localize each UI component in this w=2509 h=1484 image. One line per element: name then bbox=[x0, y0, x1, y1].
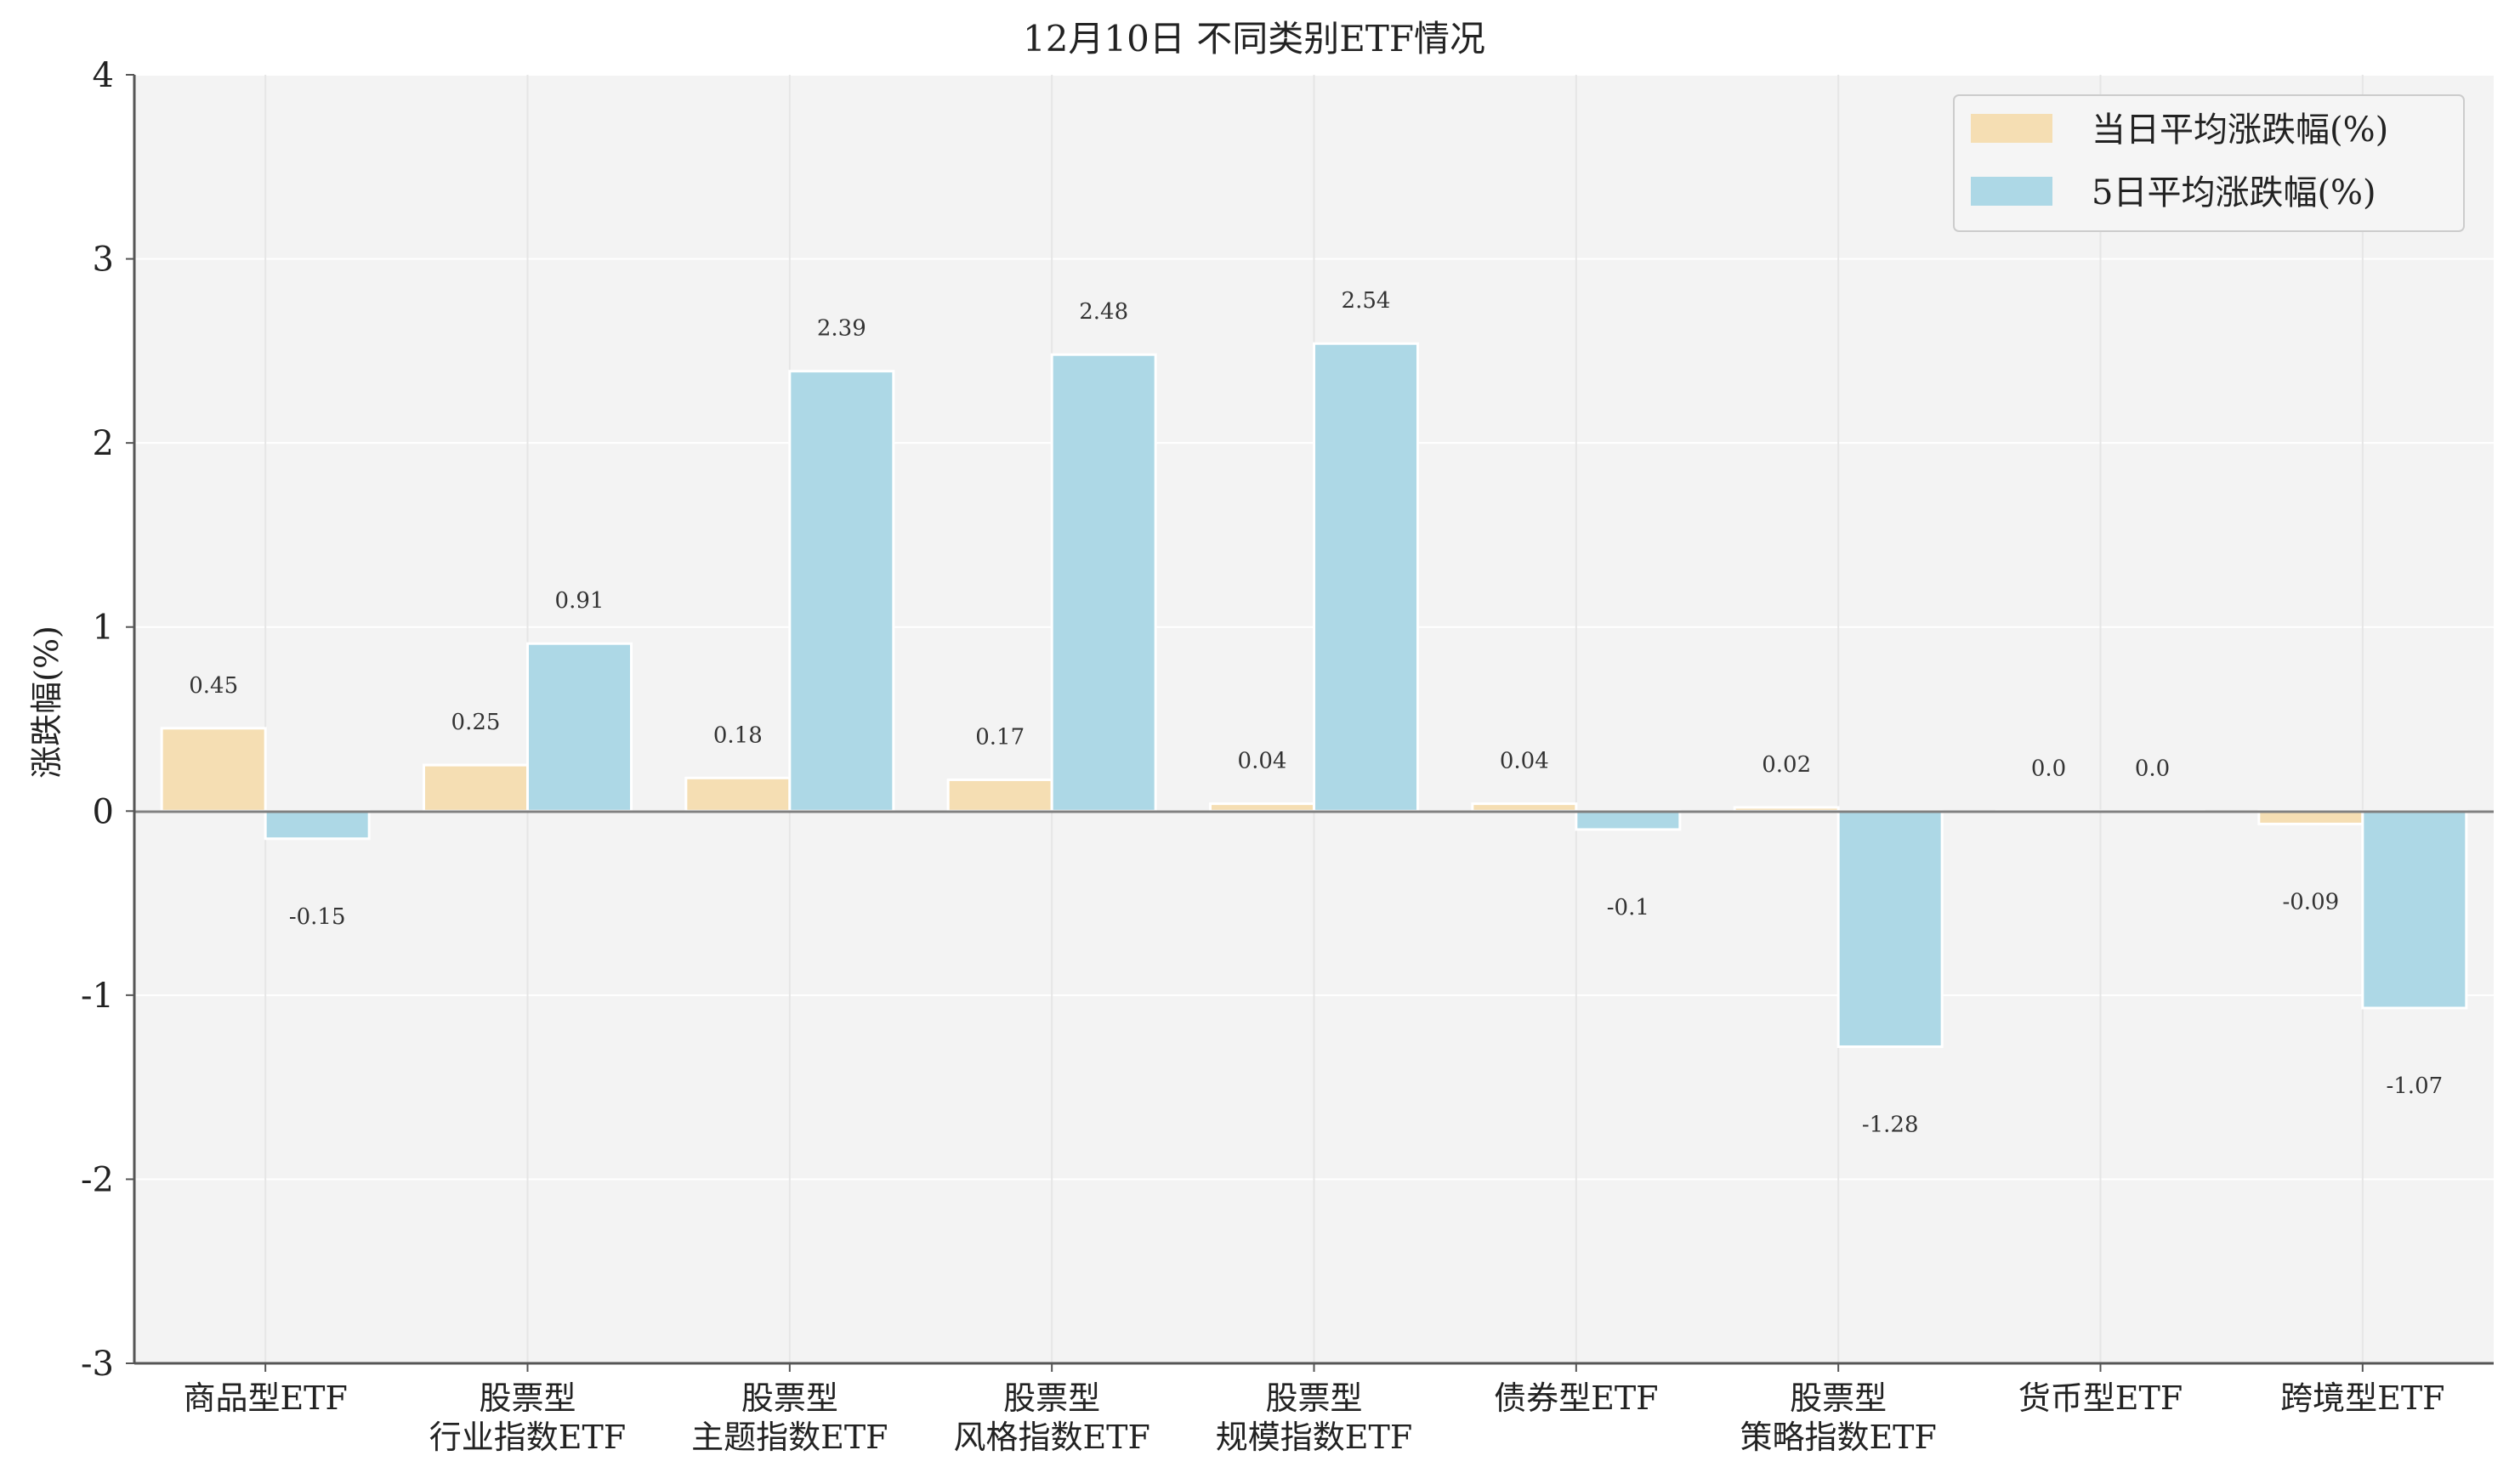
x-tick-label-line: 货币型ETF bbox=[2018, 1379, 2183, 1417]
bar-daily bbox=[2257, 809, 2364, 825]
x-tick-label: 股票型策略指数ETF bbox=[1740, 1379, 1936, 1456]
bar-5day bbox=[1575, 809, 1682, 831]
x-tick-label-line: 行业指数ETF bbox=[429, 1419, 626, 1456]
data-label-5day: 0.0 bbox=[2135, 756, 2170, 781]
x-tick-label-line: 债券型ETF bbox=[1494, 1379, 1658, 1417]
legend-swatch-daily bbox=[1971, 114, 2052, 143]
legend-swatch-5day bbox=[1971, 177, 2052, 206]
bars bbox=[160, 342, 2468, 1048]
x-tick-label: 货币型ETF bbox=[2018, 1379, 2183, 1417]
x-tick-label: 债券型ETF bbox=[1494, 1379, 1658, 1417]
bar-5day bbox=[1313, 342, 1419, 813]
y-tick-label: -2 bbox=[81, 1160, 114, 1199]
x-tick-label: 跨境型ETF bbox=[2280, 1379, 2444, 1417]
bar-daily bbox=[946, 778, 1053, 813]
y-tick-label: 0 bbox=[93, 792, 114, 831]
data-label-daily: 0.17 bbox=[975, 724, 1025, 750]
bar-daily bbox=[423, 763, 529, 813]
data-label-daily: 0.04 bbox=[1238, 749, 1287, 774]
y-axis-label: 涨跌幅(%) bbox=[28, 626, 65, 779]
data-label-5day: -1.28 bbox=[1862, 1112, 1919, 1137]
bar-daily bbox=[684, 776, 792, 813]
x-tick-label-line: 风格指数ETF bbox=[953, 1419, 1149, 1456]
x-tick-label-line: 股票型 bbox=[1790, 1379, 1887, 1417]
x-ticks: 商品型ETF 股票型行业指数ETF股票型主题指数ETF股票型风格指数ETF股票型规… bbox=[183, 1363, 2445, 1456]
y-tick-label: -3 bbox=[81, 1345, 114, 1384]
data-label-5day: 2.48 bbox=[1079, 299, 1128, 325]
x-tick-label: 股票型风格指数ETF bbox=[953, 1379, 1149, 1456]
data-label-daily: 0.45 bbox=[189, 673, 238, 699]
bar-5day bbox=[2361, 809, 2468, 1010]
bar-5day bbox=[788, 370, 895, 813]
data-label-daily: 0.0 bbox=[2031, 756, 2066, 781]
x-tick-label: 股票型规模指数ETF bbox=[1216, 1379, 1412, 1456]
x-tick-label: 股票型主题指数ETF bbox=[691, 1379, 888, 1456]
bar-5day bbox=[264, 809, 371, 841]
x-tick-label-line: 股票型 bbox=[1003, 1379, 1100, 1417]
data-label-daily: 0.25 bbox=[451, 710, 501, 735]
y-tick-label: -1 bbox=[81, 977, 114, 1016]
x-tick-label-line: 股票型 bbox=[1265, 1379, 1362, 1417]
y-tick-label: 3 bbox=[93, 241, 114, 280]
x-tick-label-line: 主题指数ETF bbox=[691, 1419, 888, 1456]
x-tick-label-line: 商品型ETF bbox=[183, 1379, 347, 1417]
bar-5day bbox=[1050, 353, 1157, 813]
data-label-5day: -1.07 bbox=[2386, 1073, 2443, 1099]
legend-label-daily: 当日平均涨跌幅(%) bbox=[2092, 110, 2388, 150]
data-label-5day: -0.1 bbox=[1607, 895, 1649, 920]
data-label-5day: 2.54 bbox=[1342, 288, 1391, 314]
x-tick-label-line: 股票型 bbox=[741, 1379, 838, 1417]
bar-daily bbox=[1471, 802, 1578, 813]
chart-title: 12月10日 不同类别ETF情况 bbox=[1023, 18, 1485, 59]
x-tick-label-line: 规模指数ETF bbox=[1216, 1419, 1412, 1456]
legend: 当日平均涨跌幅(%) 5日平均涨跌幅(%) bbox=[1953, 94, 2465, 232]
bar-daily bbox=[160, 727, 267, 813]
data-label-daily: 0.18 bbox=[713, 722, 763, 748]
bar-5day bbox=[526, 642, 633, 813]
x-tick-label-line: 股票型 bbox=[479, 1379, 576, 1417]
data-label-daily: 0.02 bbox=[1762, 752, 1811, 778]
bar-daily bbox=[1209, 802, 1315, 813]
bar-5day bbox=[1836, 809, 1944, 1048]
data-label-5day: 2.39 bbox=[817, 316, 866, 342]
x-tick-label: 股票型行业指数ETF bbox=[429, 1379, 626, 1456]
data-label-daily: -0.09 bbox=[2282, 889, 2339, 915]
data-label-5day: -0.15 bbox=[289, 904, 346, 930]
y-tick-label: 4 bbox=[93, 56, 114, 95]
x-tick-label-line: 策略指数ETF bbox=[1740, 1419, 1936, 1456]
data-labels: 0.45 0.25 0.18 0.17 0.04 0.04 0.02 0.0 -0.09 -0.1… bbox=[189, 288, 2443, 1137]
y-ticks: 4 3 2 1 0 -1 -2 -3 bbox=[81, 56, 134, 1384]
data-label-daily: 0.04 bbox=[1500, 749, 1549, 774]
x-tick-label-line: 跨境型ETF bbox=[2280, 1379, 2444, 1417]
legend-label-5day: 5日平均涨跌幅(%) bbox=[2092, 173, 2376, 212]
data-label-5day: 0.91 bbox=[555, 588, 605, 614]
y-tick-label: 2 bbox=[93, 424, 114, 463]
x-tick-label: 商品型ETF bbox=[183, 1379, 347, 1417]
y-tick-label: 1 bbox=[93, 609, 114, 648]
legend-box bbox=[1953, 94, 2465, 232]
